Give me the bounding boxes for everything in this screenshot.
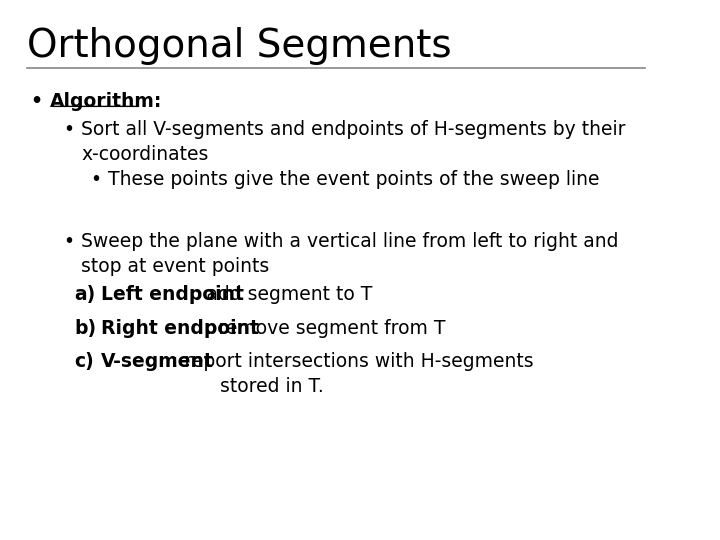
Text: Algorithm:: Algorithm:: [50, 92, 162, 111]
Text: •: •: [30, 92, 42, 111]
Text: V-segment: V-segment: [101, 352, 214, 371]
Text: : remove segment from T: : remove segment from T: [207, 319, 446, 338]
Text: Sweep the plane with a vertical line from left to right and
stop at event points: Sweep the plane with a vertical line fro…: [81, 232, 618, 276]
Text: c): c): [75, 352, 94, 371]
Text: •: •: [63, 120, 74, 139]
Text: •: •: [90, 170, 101, 189]
Text: a): a): [75, 285, 96, 304]
Text: Left endpoint: Left endpoint: [101, 285, 244, 304]
Text: b): b): [75, 319, 96, 338]
Text: Sort all V-segments and endpoints of H-segments by their
x-coordinates: Sort all V-segments and endpoints of H-s…: [81, 120, 626, 164]
Text: : report intersections with H-segments
        stored in T.: : report intersections with H-segments s…: [172, 352, 534, 396]
Text: Right endpoint: Right endpoint: [101, 319, 259, 338]
Text: : add segment to T: : add segment to T: [194, 285, 373, 304]
Text: Orthogonal Segments: Orthogonal Segments: [27, 27, 451, 65]
Text: •: •: [63, 232, 74, 251]
Text: These points give the event points of the sweep line: These points give the event points of th…: [108, 170, 599, 189]
